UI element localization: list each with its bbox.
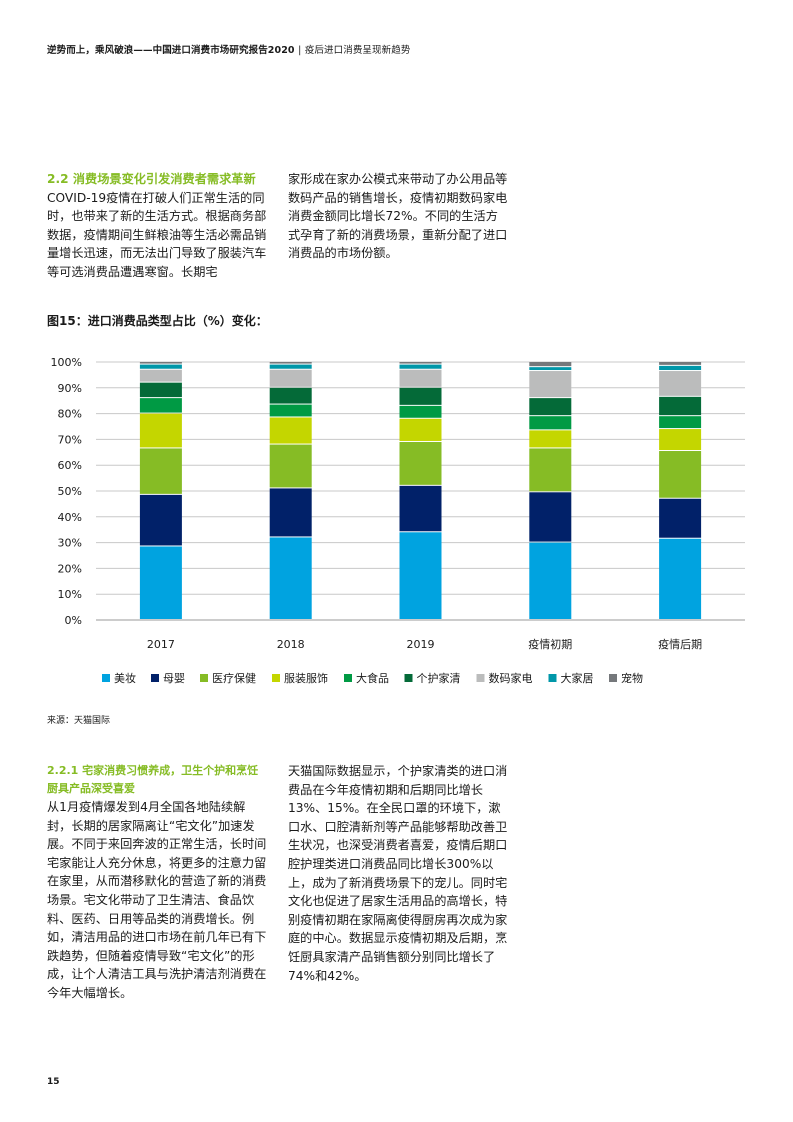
bar-segment [269,537,312,619]
y-tick-label: 20% [58,562,82,575]
bar-segment [529,416,572,430]
bar-segment [139,546,182,619]
legend-swatch [609,674,617,682]
section-paragraph-1: COVID-19疫情在打破人们正常生活的同时，也带来了新的生活方式。根据商务部数… [47,190,267,279]
legend-swatch [272,674,280,682]
x-tick-label: 2017 [147,638,175,651]
y-tick-label: 40% [58,511,82,524]
x-tick-label: 2018 [277,638,305,651]
bar-segment [529,398,572,416]
bar-segment [139,382,182,398]
y-tick-label: 70% [58,433,82,446]
header-title: 逆势而上，乘风破浪——中国进口消费市场研究报告2020 [47,45,295,56]
bar-segment [399,441,442,485]
bar-segment [529,448,572,492]
stacked-bar-chart: 0% 10% 20% 30% 40% 50% 60% 70% 80% 90% 100% 2017 201… [51,356,745,685]
bar-segment [399,532,442,619]
page-number: 15 [47,1077,60,1087]
bar-segment [399,362,442,364]
legend-swatch [200,674,208,682]
bar-segment [269,364,312,369]
bar-segment [529,542,572,619]
bar-segment [529,362,572,367]
header-separator: | [298,45,302,56]
bar-segment [269,369,312,387]
bar-segment [269,417,312,444]
x-tick-label: 疫情初期 [528,637,572,651]
bar-segment [139,494,182,546]
legend-swatch [151,674,159,682]
y-tick-label: 0% [65,614,82,627]
bar-segment [399,369,442,387]
bar-segment [529,430,572,448]
bar-segment [399,485,442,532]
bar-segment [659,416,702,429]
section-column-2: 家形成在家办公模式来带动了办公用品等数码产品的销售增长，疫情初期数码家电消费金额… [288,170,510,263]
x-tick-label: 疫情后期 [658,637,702,651]
subsection-paragraph-1: 从1月疫情爆发到4月全国各地陆续解封，长期的居家隔离让“宅文化”加速发展。不同于… [47,800,267,1000]
bar-segment [529,492,572,542]
bar-segment [269,444,312,488]
bar-segment [659,396,702,416]
legend-label: 大家居 [561,671,594,685]
section-paragraph-2: 家形成在家办公模式来带动了办公用品等数码产品的销售增长，疫情初期数码家电消费金额… [288,172,508,261]
bar-segment [659,365,702,371]
bar-segment [399,405,442,418]
bar-segment [139,362,182,364]
bar-segment [659,538,702,619]
subsection-title: 2.2.1 宅家消费习惯养成，卫生个护和烹饪厨具产品深受喜爱 [47,764,259,795]
bar-segment [399,364,442,369]
bar-segment [139,448,182,494]
bar-segment [399,418,442,441]
bar-segment [659,371,702,396]
page-header: 逆势而上，乘风破浪——中国进口消费市场研究报告2020 | 疫后进口消费呈现新趋… [47,42,410,56]
legend-swatch [344,674,352,682]
bar-segment [139,364,182,369]
legend-label: 母婴 [163,672,185,685]
bar-segment [269,488,312,537]
bar-segment [659,429,702,451]
y-tick-label: 60% [58,459,82,472]
x-tick-label: 2019 [407,638,435,651]
y-tick-label: 90% [58,382,82,395]
bar-segment [269,362,312,364]
section-title: 2.2 消费场景变化引发消费者需求革新 [47,172,256,186]
legend-swatch [102,674,110,682]
bar-segment [529,367,572,371]
bar-segment [139,398,182,413]
bar-segment [139,369,182,382]
header-subtitle: 疫后进口消费呈现新趋势 [304,45,411,56]
legend-label: 个护家清 [417,671,461,685]
legend-label: 美妆 [114,672,136,685]
bar-segment [529,371,572,398]
legend-label: 服装服饰 [284,671,328,685]
section-column-1: 2.2 消费场景变化引发消费者需求革新 COVID-19疫情在打破人们正常生活的… [47,170,269,282]
bar-segment [139,413,182,448]
bar-segment [659,498,702,538]
legend-label: 医疗保健 [212,671,256,685]
bar-segment [659,451,702,498]
figure-source: 来源：天猫国际 [47,716,111,726]
legend-swatch [476,674,485,682]
subsection-column-2: 天猫国际数据显示，个护家清类的进口消费品在今年疫情初期和后期同比增长13%、15… [288,762,510,985]
subsection-column-1: 2.2.1 宅家消费习惯养成，卫生个护和烹饪厨具产品深受喜爱 从1月疫情爆发到4… [47,762,269,1003]
y-tick-label: 10% [58,588,82,601]
legend-label: 数码家电 [489,671,533,685]
legend-swatch [548,674,557,682]
bar-segment [399,387,442,405]
y-tick-label: 30% [58,537,82,550]
legend-label: 大食品 [356,671,389,685]
y-tick-label: 50% [58,485,82,498]
y-tick-label: 80% [58,408,82,421]
y-tick-label: 100% [51,356,82,369]
legend-label: 宠物 [621,671,643,685]
subsection-paragraph-2: 天猫国际数据显示，个护家清类的进口消费品在今年疫情初期和后期同比增长13%、15… [288,764,508,983]
legend-swatch [404,674,413,682]
bar-segment [659,362,702,365]
bar-segment [269,404,312,417]
bar-segment [269,387,312,404]
figure-title: 图15：进口消费品类型占比（%）变化： [47,314,268,328]
